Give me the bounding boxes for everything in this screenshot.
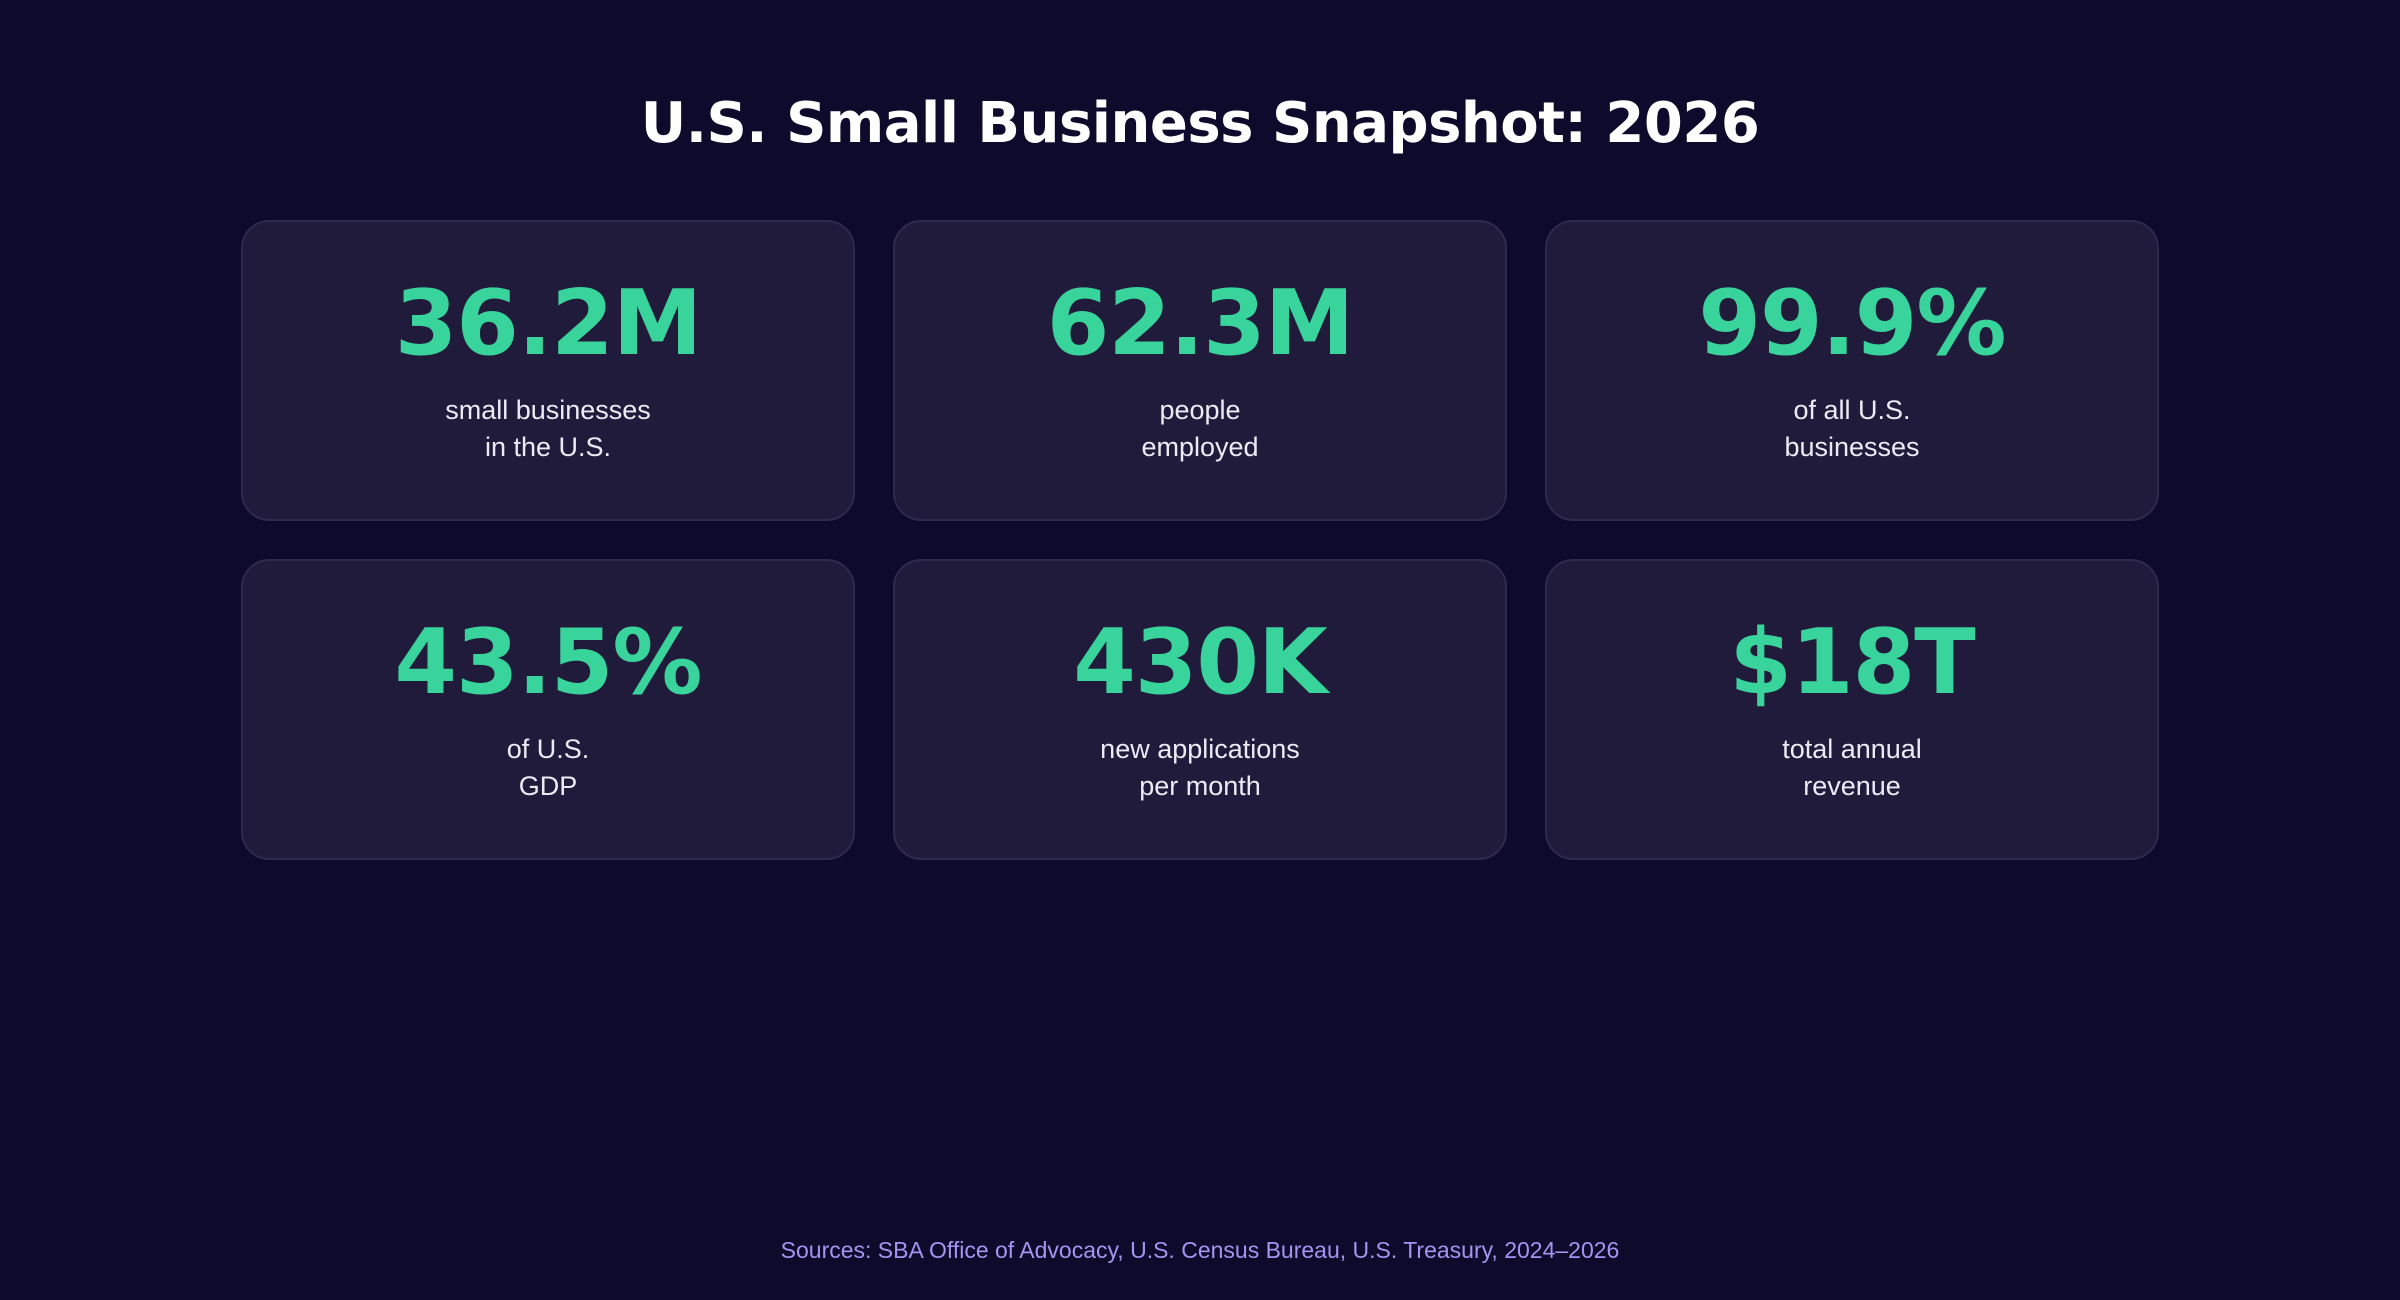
stat-label-line: small businesses	[445, 395, 651, 425]
page-title: U.S. Small Business Snapshot: 2026	[640, 91, 1760, 156]
stat-label: total annual revenue	[1782, 731, 1922, 805]
stat-card-annual-revenue: $18T total annual revenue	[1545, 559, 2159, 860]
stat-label-line: of U.S.	[506, 734, 590, 764]
stat-value: 62.3M	[1046, 271, 1355, 376]
stat-card-share-of-gdp: 43.5% of U.S. GDP	[241, 559, 855, 860]
stat-card-people-employed: 62.3M people employed	[893, 220, 1507, 521]
stat-label: small businesses in the U.S.	[445, 392, 651, 466]
stat-label-line: businesses	[1784, 432, 1920, 462]
stat-label-line: in the U.S.	[484, 432, 612, 462]
stat-value: 43.5%	[394, 610, 702, 715]
stat-label-line: of all U.S.	[1793, 395, 1911, 425]
stat-label-line: people	[1159, 395, 1241, 425]
stat-card-small-businesses: 36.2M small businesses in the U.S.	[241, 220, 855, 521]
stat-value: 99.9%	[1698, 271, 2006, 376]
stat-label-line: revenue	[1803, 771, 1901, 801]
sources-footnote: Sources: SBA Office of Advocacy, U.S. Ce…	[780, 1237, 1620, 1263]
stat-value: 36.2M	[394, 271, 703, 376]
stat-value: 430K	[1073, 610, 1328, 715]
stat-card-share-of-businesses: 99.9% of all U.S. businesses	[1545, 220, 2159, 521]
stat-card-new-applications: 430K new applications per month	[893, 559, 1507, 860]
stat-label: of all U.S. businesses	[1784, 392, 1919, 466]
stats-grid: 36.2M small businesses in the U.S. 62.3M…	[241, 220, 2159, 860]
stat-label: new applications per month	[1100, 731, 1300, 805]
stat-label-line: employed	[1141, 432, 1259, 462]
stat-label-line: new applications	[1100, 734, 1300, 764]
stat-value: $18T	[1729, 610, 1975, 715]
stat-label-line: per month	[1139, 771, 1261, 801]
stat-label-line: GDP	[518, 771, 578, 801]
stat-label: people employed	[1141, 392, 1258, 466]
stat-label: of U.S. GDP	[507, 731, 590, 805]
stat-label-line: total annual	[1782, 734, 1922, 764]
